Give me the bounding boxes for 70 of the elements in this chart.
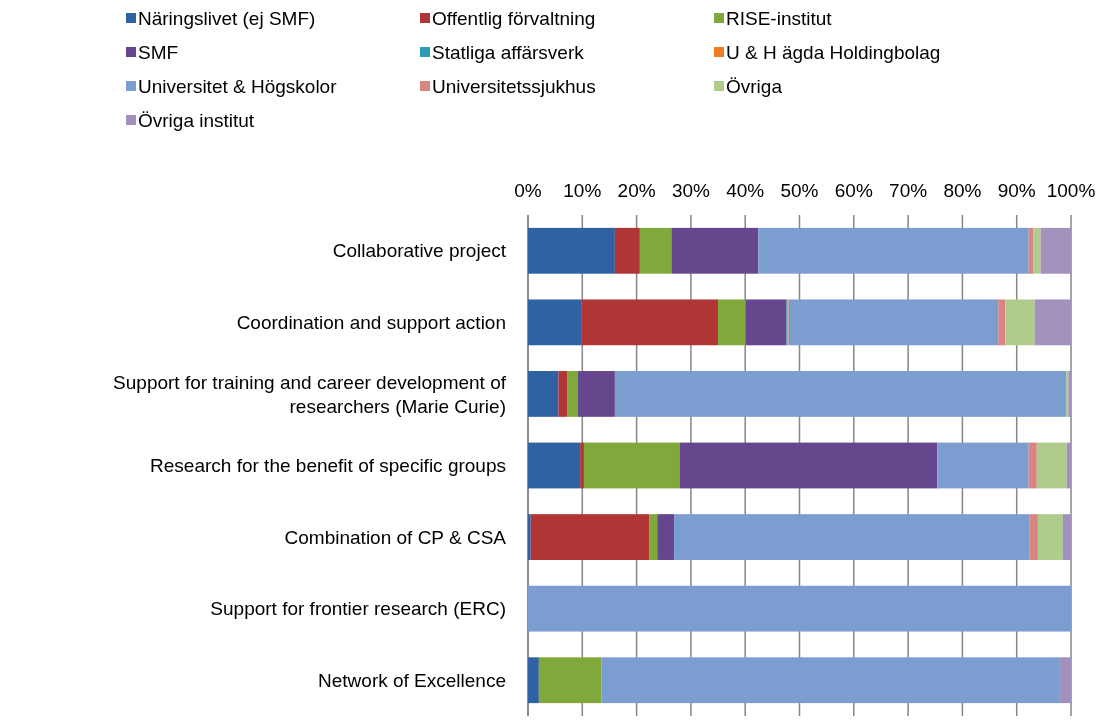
y-tick-label: Combination of CP & CSA <box>284 526 507 548</box>
x-tick-label: 20% <box>617 180 656 201</box>
bar <box>1040 227 1071 274</box>
bar <box>558 371 568 417</box>
bar <box>528 227 615 274</box>
bar <box>528 514 531 560</box>
y-tick-label: Collaborative project <box>332 240 507 262</box>
x-tick-label: 40% <box>726 180 765 201</box>
bar <box>530 514 650 560</box>
bar <box>1029 514 1038 560</box>
bar <box>583 442 680 489</box>
bar <box>528 299 582 346</box>
bar <box>580 442 584 489</box>
y-tick-label: Support for frontier research (ERC) <box>210 598 506 620</box>
bar <box>581 299 719 346</box>
bar <box>528 585 1071 632</box>
bar <box>567 371 578 417</box>
legend-label: Statliga affärsverk <box>432 41 585 63</box>
x-tick-label: 50% <box>780 180 819 201</box>
bar <box>1033 227 1041 274</box>
bar <box>538 657 602 704</box>
x-tick-label: 80% <box>943 180 982 201</box>
legend-label: SMF <box>138 41 179 63</box>
bar <box>788 299 999 346</box>
legend-label: Universitetssjukhus <box>432 75 596 97</box>
bar <box>1034 299 1071 346</box>
bar <box>614 227 640 274</box>
bar <box>1062 514 1071 560</box>
y-tick-label: Network of Excellence <box>318 669 506 691</box>
bar <box>1036 442 1067 489</box>
x-tick-label: 10% <box>563 180 602 201</box>
bar <box>758 227 1029 274</box>
y-tick-label: Research for the benefit of specific groups <box>150 455 506 477</box>
bar <box>745 299 787 346</box>
bar <box>674 514 1030 560</box>
legend-label: RISE-institut <box>726 7 833 29</box>
bar <box>614 371 1067 417</box>
bar <box>1066 442 1071 489</box>
bar <box>528 442 581 489</box>
bar <box>649 514 658 560</box>
x-tick-label: 70% <box>889 180 928 201</box>
bar <box>937 442 1029 489</box>
bar <box>528 657 539 704</box>
bar <box>601 657 1060 704</box>
bar <box>1037 514 1063 560</box>
x-tick-label: 30% <box>671 180 711 201</box>
x-tick-label: 60% <box>834 180 873 201</box>
bar <box>1005 299 1035 346</box>
bar <box>639 227 672 274</box>
bar <box>657 514 675 560</box>
bar <box>718 299 746 346</box>
bar <box>998 299 1006 346</box>
y-tick-label: Support for training and career development of researchers (Marie Curie) <box>113 371 507 417</box>
x-tick-label: 100% <box>1046 180 1096 201</box>
legend-label: Övriga <box>726 75 783 97</box>
legend-label: Offentlig förvaltning <box>432 7 596 29</box>
legend-label: Näringslivet (ej SMF) <box>138 7 316 29</box>
bar <box>679 442 938 489</box>
x-tick-label: 0% <box>514 180 542 201</box>
bar <box>528 371 559 417</box>
x-tick-label: 90% <box>997 180 1036 201</box>
y-tick-label: Coordination and support action <box>236 312 506 334</box>
legend-label: Övriga institut <box>138 109 255 131</box>
legend-label: U & H ägda Holdingbolag <box>726 41 941 63</box>
bar <box>1059 657 1071 704</box>
bar <box>671 227 759 274</box>
bar <box>1028 442 1037 489</box>
legend-label: Universitet & Högskolor <box>138 75 338 97</box>
bar <box>1028 227 1034 274</box>
bar <box>577 371 615 417</box>
